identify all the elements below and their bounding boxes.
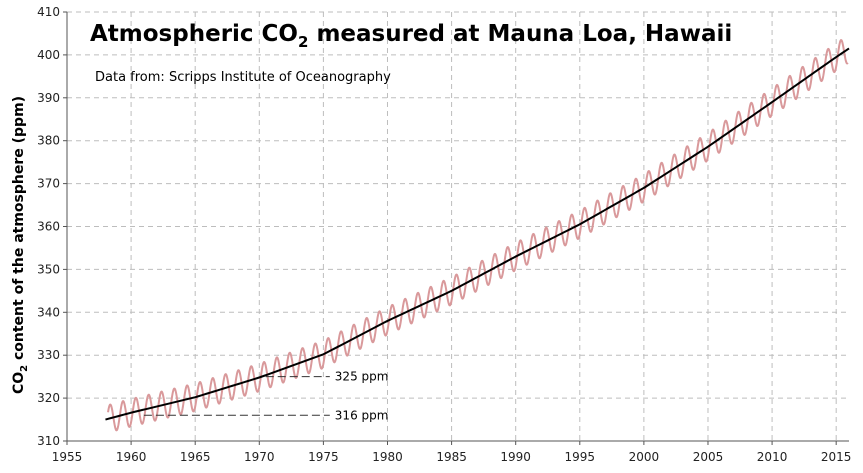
y-tick-400: 400 <box>37 48 60 62</box>
x-tick-1980: 1980 <box>372 450 403 464</box>
x-tick-2015: 2015 <box>821 450 852 464</box>
x-tick-1960: 1960 <box>116 450 147 464</box>
y-axis-label-prefix: CO <box>11 372 27 394</box>
x-tick-1955: 1955 <box>52 450 83 464</box>
y-axis-label-subscript: 2 <box>19 365 30 372</box>
x-tick-1975: 1975 <box>308 450 339 464</box>
grid-lines <box>67 11 849 441</box>
x-tick-2005: 2005 <box>693 450 724 464</box>
y-tick-350: 350 <box>37 262 60 276</box>
y-tick-370: 370 <box>37 177 60 191</box>
chart-title-prefix: Atmospheric CO <box>90 21 298 47</box>
x-tick-2000: 2000 <box>629 450 660 464</box>
y-tick-320: 320 <box>37 391 60 405</box>
trend-series <box>105 47 850 421</box>
chart-title-suffix: measured at Mauna Loa, Hawaii <box>308 21 732 47</box>
x-tick-labels: 1955 1960 1965 1970 1975 1980 1985 1990 1995 2000… <box>52 450 852 464</box>
x-tick-1990: 1990 <box>500 450 531 464</box>
x-tick-1970: 1970 <box>244 450 275 464</box>
annotations: 325 ppm 316 ppm <box>143 370 389 422</box>
y-axis-label-suffix: content of the atmosphere (ppm) <box>11 96 27 365</box>
x-tick-1965: 1965 <box>180 450 211 464</box>
y-tick-380: 380 <box>37 134 60 148</box>
y-tick-labels: 310 320 330 340 350 360 370 380 390 400 410 <box>37 5 60 448</box>
y-tick-340: 340 <box>37 305 60 319</box>
chart-subtitle: Data from: Scripps Institute of Oceanogr… <box>95 70 391 85</box>
annotation-label-1: 316 ppm <box>335 408 389 422</box>
x-tick-1985: 1985 <box>436 450 467 464</box>
annotation-label-0: 325 ppm <box>335 370 389 384</box>
x-tick-1995: 1995 <box>565 450 596 464</box>
y-axis-label: CO2 content of the atmosphere (ppm) <box>11 96 30 394</box>
trend-co2-line <box>105 47 850 421</box>
y-tick-410: 410 <box>37 5 60 19</box>
y-tick-310: 310 <box>37 434 60 448</box>
y-tick-330: 330 <box>37 348 60 362</box>
monthly-series <box>107 39 849 432</box>
y-tick-360: 360 <box>37 220 60 234</box>
monthly-co2-line <box>107 39 849 432</box>
axes <box>63 11 849 445</box>
chart-title-subscript: 2 <box>298 33 308 51</box>
y-tick-390: 390 <box>37 91 60 105</box>
x-tick-2010: 2010 <box>757 450 788 464</box>
chart-title: Atmospheric CO2 measured at Mauna Loa, H… <box>90 21 732 51</box>
